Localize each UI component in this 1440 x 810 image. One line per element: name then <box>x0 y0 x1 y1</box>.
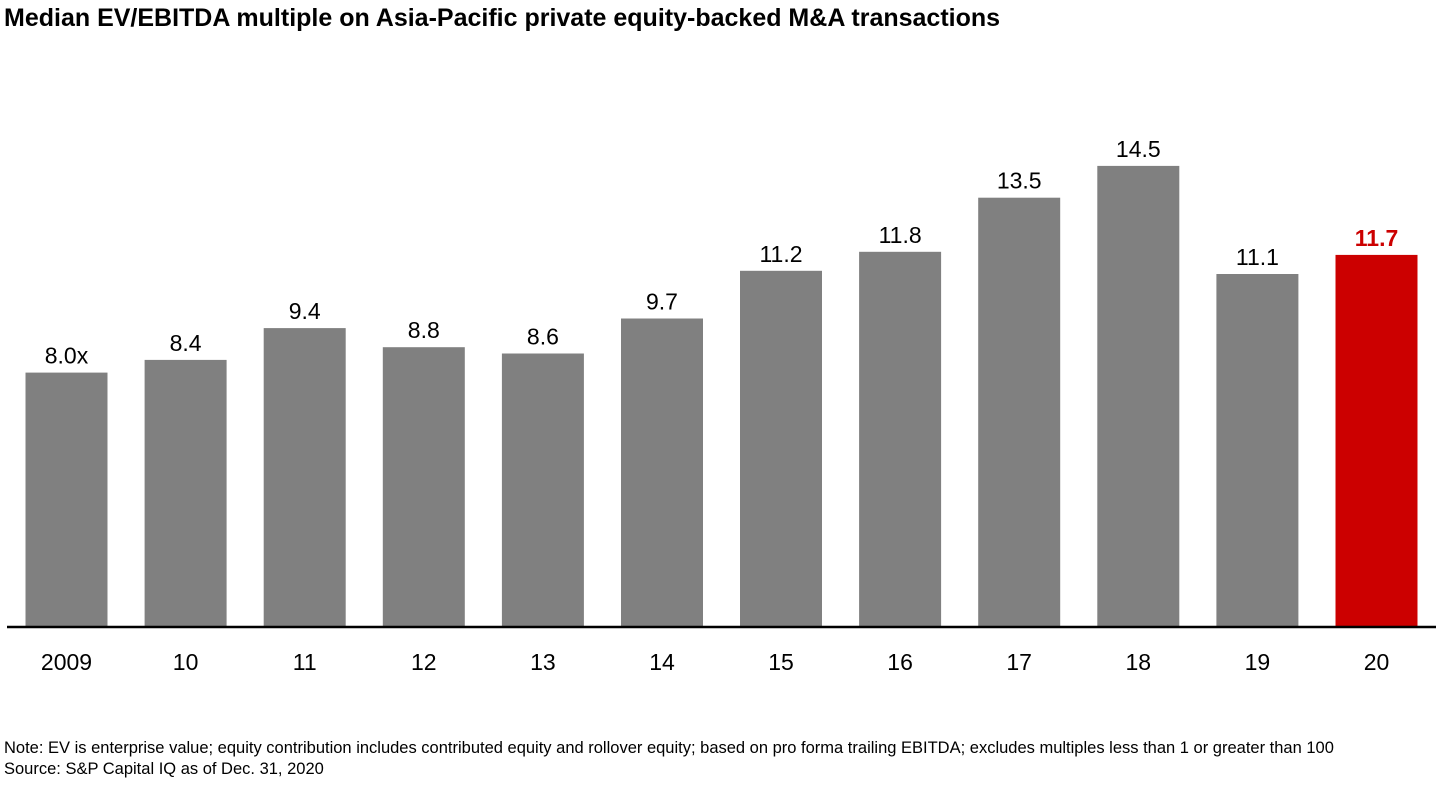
bar-chart: 8.0x 2009 8.4 10 9.4 11 8.8 12 8.6 13 9.7 14 11.2 15 1… <box>7 136 1436 675</box>
bar-12 <box>382 347 465 627</box>
x-tick-label-15: 15 <box>768 649 794 675</box>
x-tick-label-19: 19 <box>1245 649 1271 675</box>
bar-20 <box>1335 254 1418 627</box>
bar-19 <box>1216 274 1299 627</box>
data-label-19: 11.1 <box>1236 244 1279 270</box>
source-text: Source: S&P Capital IQ as of Dec. 31, 20… <box>4 760 324 778</box>
x-tick-label-13: 13 <box>530 649 556 675</box>
x-tick-label-10: 10 <box>173 649 199 675</box>
x-tick-label-2009: 2009 <box>41 649 92 675</box>
x-tick-label-14: 14 <box>649 649 675 675</box>
chart-title: Median EV/EBITDA multiple on Asia-Pacifi… <box>4 4 1001 32</box>
data-label-17: 13.5 <box>997 168 1042 194</box>
data-label-2009: 8.0x <box>45 343 89 369</box>
bar-11 <box>263 328 346 627</box>
data-label-16: 11.8 <box>879 222 922 248</box>
bar-14 <box>621 318 703 627</box>
x-tick-label-18: 18 <box>1126 649 1152 675</box>
data-label-15: 11.2 <box>759 241 802 267</box>
footnotes: Note: EV is enterprise value; equity con… <box>4 738 1424 780</box>
bar-17 <box>978 197 1061 627</box>
x-tick-label-12: 12 <box>411 649 437 675</box>
data-label-18: 14.5 <box>1116 136 1161 162</box>
data-label-14: 9.7 <box>646 289 678 315</box>
x-tick-label-11: 11 <box>293 649 317 675</box>
data-label-11: 9.4 <box>289 298 321 324</box>
data-label-13: 8.6 <box>527 324 559 350</box>
bar-10 <box>144 359 227 627</box>
bar-16 <box>859 251 942 628</box>
data-label-10: 8.4 <box>170 330 202 356</box>
bar-15 <box>740 270 822 627</box>
bar-18 <box>1097 165 1180 627</box>
x-tick-label-16: 16 <box>887 649 913 675</box>
x-tick-label-17: 17 <box>1006 649 1032 675</box>
note-text: Note: EV is enterprise value; equity con… <box>4 739 1334 757</box>
bar-13 <box>501 353 584 627</box>
bar-2009 <box>25 372 108 627</box>
data-label-20: 11.7 <box>1355 225 1399 251</box>
data-label-12: 8.8 <box>408 317 440 343</box>
x-tick-label-20: 20 <box>1364 649 1390 675</box>
